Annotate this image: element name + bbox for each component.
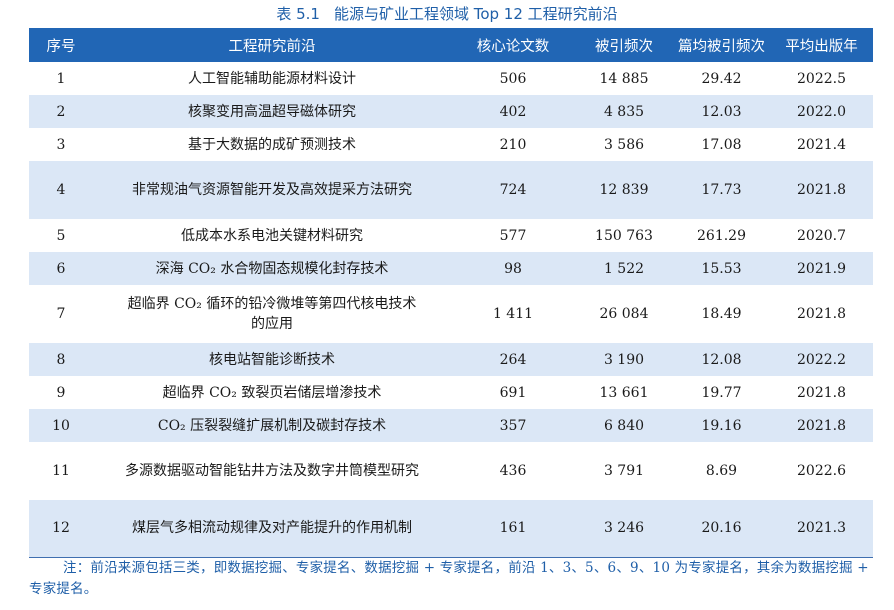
cell-papers: 402 xyxy=(499,103,527,120)
cell-papers: 161 xyxy=(499,520,527,537)
cell-avg-year: 2021.8 xyxy=(797,384,846,401)
cell-papers: 1 411 xyxy=(492,306,534,322)
cell-citations: 3 791 xyxy=(603,463,645,479)
header-papers: 核心论文数 xyxy=(476,38,550,55)
table-row: 12 煤层气多相流动规律及对产能提升的作用机制 161 3 246 20.16 … xyxy=(29,500,873,557)
cell-topic: 人工智能辅助能源材料设计 xyxy=(188,70,356,87)
cell-avg-citations: 20.16 xyxy=(701,520,742,537)
cell-papers: 506 xyxy=(499,70,527,87)
cell-citations: 3 190 xyxy=(603,351,645,368)
cell-topic: CO₂ 压裂裂缝扩展机制及碳封存技术 xyxy=(157,417,387,434)
table-footnote: 注：前沿来源包括三类，即数据挖掘、专家提名、数据挖掘 + 专家提名，前沿 1、3… xyxy=(29,560,869,597)
research-fronts-table: 序号 工程研究前沿 核心论文数 被引频次 篇均被引频次 平均出版年 1 人工智能… xyxy=(29,28,873,558)
cell-no: 3 xyxy=(56,136,66,153)
cell-avg-year: 2021.8 xyxy=(797,417,846,434)
cell-avg-citations: 19.77 xyxy=(701,384,742,401)
cell-avg-year: 2021.4 xyxy=(797,136,846,153)
cell-papers: 210 xyxy=(499,136,527,153)
cell-no: 1 xyxy=(56,70,66,87)
cell-topic: 基于大数据的成矿预测技术 xyxy=(188,136,356,153)
cell-citations: 14 885 xyxy=(599,70,649,87)
table-row: 5 低成本水系电池关键材料研究 577 150 763 261.29 2020.… xyxy=(29,219,873,252)
header-avg-citations: 篇均被引频次 xyxy=(678,38,765,55)
cell-papers: 357 xyxy=(499,417,527,434)
cell-topic: 低成本水系电池关键材料研究 xyxy=(181,227,363,244)
cell-papers: 98 xyxy=(504,260,522,277)
header-avg-year: 平均出版年 xyxy=(785,38,858,55)
cell-topic: 多源数据驱动智能钻井方法及数字井筒模型研究 xyxy=(125,463,419,479)
header-no: 序号 xyxy=(46,38,76,55)
table-row: 7 超临界 CO₂ 循环的铅冷微堆等第四代核电技术的应用 1 411 26 08… xyxy=(29,285,873,343)
table-row: 6 深海 CO₂ 水合物固态规模化封存技术 98 1 522 15.53 202… xyxy=(29,252,873,285)
cell-citations: 150 763 xyxy=(595,227,653,244)
cell-citations: 26 084 xyxy=(599,306,649,322)
cell-no: 6 xyxy=(56,260,66,277)
cell-avg-year: 2022.5 xyxy=(797,70,846,87)
table-row: 8 核电站智能诊断技术 264 3 190 12.08 2022.2 xyxy=(29,343,873,376)
table-row: 1 人工智能辅助能源材料设计 506 14 885 29.42 2022.5 xyxy=(29,62,873,95)
cell-papers: 691 xyxy=(499,384,527,401)
cell-avg-citations: 8.69 xyxy=(705,463,738,479)
table-number: 表 5.1 xyxy=(276,5,320,23)
table-row: 4 非常规油气资源智能开发及高效提采方法研究 724 12 839 17.73 … xyxy=(29,161,873,219)
cell-avg-year: 2021.8 xyxy=(797,182,846,198)
cell-citations: 12 839 xyxy=(599,182,649,198)
cell-no: 12 xyxy=(52,520,70,537)
cell-avg-citations: 19.16 xyxy=(701,417,742,434)
cell-topic: 非常规油气资源智能开发及高效提采方法研究 xyxy=(132,182,412,198)
cell-avg-year: 2022.0 xyxy=(797,103,846,120)
cell-avg-year: 2021.8 xyxy=(797,306,846,322)
cell-avg-citations: 15.53 xyxy=(701,260,742,277)
cell-no: 11 xyxy=(52,463,70,479)
header-citations: 被引频次 xyxy=(595,38,653,55)
cell-topic: 核聚变用高温超导磁体研究 xyxy=(188,103,356,120)
cell-avg-citations: 18.49 xyxy=(701,306,742,322)
cell-citations: 13 661 xyxy=(599,384,649,401)
cell-avg-year: 2022.2 xyxy=(797,351,846,368)
header-topic: 工程研究前沿 xyxy=(228,38,316,55)
cell-papers: 577 xyxy=(499,227,527,244)
cell-avg-citations: 17.08 xyxy=(701,136,742,153)
table-header-row: 序号 工程研究前沿 核心论文数 被引频次 篇均被引频次 平均出版年 xyxy=(29,28,873,62)
cell-avg-year: 2022.6 xyxy=(797,463,846,479)
cell-no: 2 xyxy=(56,103,66,120)
cell-avg-year: 2021.9 xyxy=(797,260,846,277)
cell-avg-year: 2020.7 xyxy=(797,227,846,244)
cell-papers: 724 xyxy=(499,182,527,198)
cell-topic: 超临界 CO₂ 致裂页岩储层增渗技术 xyxy=(162,384,382,401)
cell-avg-citations: 29.42 xyxy=(701,70,742,87)
cell-citations: 4 835 xyxy=(603,103,645,120)
cell-citations: 6 840 xyxy=(603,417,645,434)
cell-topic: 煤层气多相流动规律及对产能提升的作用机制 xyxy=(132,520,412,537)
cell-topic: 深海 CO₂ 水合物固态规模化封存技术 xyxy=(155,260,389,277)
cell-citations: 1 522 xyxy=(603,260,645,277)
cell-no: 7 xyxy=(56,306,66,322)
cell-topic: 核电站智能诊断技术 xyxy=(209,351,335,368)
cell-avg-year: 2021.3 xyxy=(797,520,846,537)
cell-avg-citations: 17.73 xyxy=(701,182,742,198)
cell-no: 5 xyxy=(56,227,66,244)
cell-citations: 3 246 xyxy=(603,520,645,537)
table-row: 9 超临界 CO₂ 致裂页岩储层增渗技术 691 13 661 19.77 20… xyxy=(29,376,873,409)
cell-papers: 436 xyxy=(499,463,527,479)
cell-citations: 3 586 xyxy=(603,136,645,153)
cell-no: 9 xyxy=(56,384,66,401)
cell-avg-citations: 12.08 xyxy=(701,351,742,368)
cell-papers: 264 xyxy=(499,351,527,368)
table-row: 11 多源数据驱动智能钻井方法及数字井筒模型研究 436 3 791 8.69 … xyxy=(29,442,873,500)
table-caption: 表 5.1 能源与矿业工程领域 Top 12 工程研究前沿 xyxy=(0,3,894,25)
cell-avg-citations: 12.03 xyxy=(701,103,742,120)
table-row: 10 CO₂ 压裂裂缝扩展机制及碳封存技术 357 6 840 19.16 20… xyxy=(29,409,873,442)
table-row: 3 基于大数据的成矿预测技术 210 3 586 17.08 2021.4 xyxy=(29,128,873,161)
cell-no: 10 xyxy=(52,417,70,434)
table-row: 2 核聚变用高温超导磁体研究 402 4 835 12.03 2022.0 xyxy=(29,95,873,128)
cell-topic: 超临界 CO₂ 循环的铅冷微堆等第四代核电技术的应用 xyxy=(127,296,417,332)
table-title: 能源与矿业工程领域 Top 12 工程研究前沿 xyxy=(333,5,618,23)
cell-no: 4 xyxy=(56,182,66,198)
cell-no: 8 xyxy=(56,351,66,368)
cell-avg-citations: 261.29 xyxy=(697,227,746,244)
